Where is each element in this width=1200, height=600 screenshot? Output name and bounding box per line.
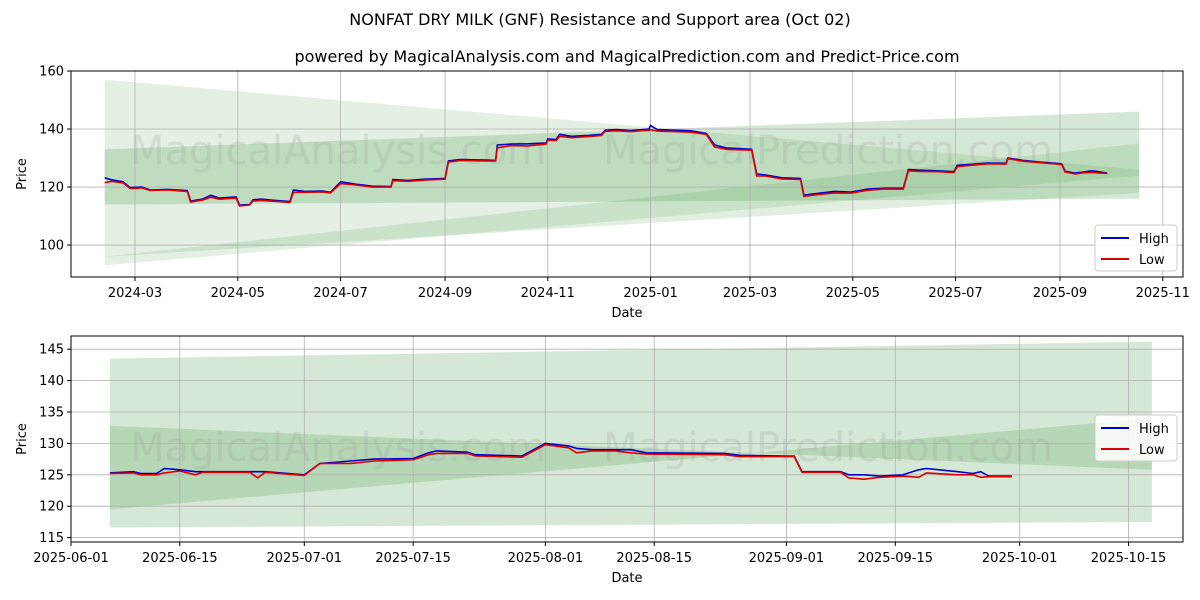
y-tick-label: 130 [39,437,64,452]
bottom-chart-panel: MagicalAnalysis.com MagicalPrediction.com… [15,335,1184,586]
y-tick-label: 135 [39,405,64,420]
watermark-right: MagicalPrediction.com [603,425,1053,471]
y-axis-label: Price [15,423,30,455]
chart-subtitle: powered by MagicalAnalysis.com and Magic… [294,47,959,66]
band-area-1 [104,111,1140,205]
legend-label-high: High [1139,422,1169,437]
band-area-1 [109,418,1152,510]
y-tick-label: 145 [39,343,64,358]
y-tick-label: 125 [39,468,64,483]
x-tick-label: 2024-05 [211,286,265,301]
band-area-0 [104,79,1140,266]
axis-ticks: 2025-06-01 2025-06-15 2025-07-01 2025-07-15… [33,343,1166,566]
y-tick-label: 120 [39,181,64,196]
y-tick-label: 120 [39,500,64,515]
series-lines [109,442,1012,480]
x-tick-label: 2024-07 [313,286,367,301]
x-tick-label: 2025-06-01 [33,551,109,566]
x-tick-label: 2025-10-01 [982,551,1058,566]
y-tick-label: 115 [39,531,64,546]
x-axis-label: Date [611,306,642,321]
grid-lines [70,336,1183,542]
legend-label-high: High [1139,232,1169,247]
x-tick-label: 2025-07 [928,286,982,301]
x-tick-label: 2025-07-15 [375,551,451,566]
x-tick-label: 2025-08-01 [508,551,584,566]
legend: High Low [1094,414,1178,462]
legend: High Low [1094,224,1178,272]
series-line-low [104,128,1108,207]
plot-frame [70,70,1184,278]
band-area-2 [104,143,1140,257]
top-chart-panel: MagicalAnalysis.com MagicalPrediction.com… [15,65,1190,322]
watermark-right: MagicalPrediction.com [603,128,1053,174]
x-tick-label: 2025-03 [723,286,777,301]
legend-label-low: Low [1139,253,1165,268]
watermark-left: MagicalAnalysis.com [130,128,546,174]
band-area-0 [109,341,1152,528]
x-tick-label: 2024-11 [521,286,575,301]
x-tick-label: 2025-09-01 [749,551,825,566]
support-resistance-bands [104,79,1140,266]
x-tick-label: 2025-01 [623,286,677,301]
axis-ticks: 2024-03 2024-05 2024-07 2024-09 2024-11 2025-… [39,65,1190,302]
x-tick-label: 2024-03 [108,286,162,301]
x-tick-label: 2025-11 [1136,286,1190,301]
support-resistance-bands [109,341,1152,528]
watermark-group: MagicalAnalysis.com MagicalPrediction.com… [130,128,1053,174]
chart-title: NONFAT DRY MILK (GNF) Resistance and Sup… [349,10,850,29]
y-tick-label: 140 [39,123,64,138]
series-lines [104,124,1108,207]
series-line-low [109,443,1012,480]
y-tick-label: 100 [39,239,64,254]
y-tick-label: 160 [39,65,64,80]
x-tick-label: 2025-10-15 [1091,551,1167,566]
x-tick-label: 2025-06-15 [142,551,218,566]
legend-label-low: Low [1139,443,1165,458]
watermark-group: MagicalAnalysis.com MagicalPrediction.com [130,425,1053,471]
y-axis-label: Price [15,158,30,190]
plot-frame [70,335,1184,543]
x-tick-label: 2025-05 [826,286,880,301]
x-tick-label: 2025-07-01 [267,551,343,566]
x-tick-label: 2025-08-15 [616,551,692,566]
x-tick-label: 2025-09 [1033,286,1087,301]
x-axis-label: Date [611,571,642,586]
x-tick-label: 2025-09-15 [857,551,933,566]
x-tick-label: 2024-09 [418,286,472,301]
y-tick-label: 140 [39,374,64,389]
